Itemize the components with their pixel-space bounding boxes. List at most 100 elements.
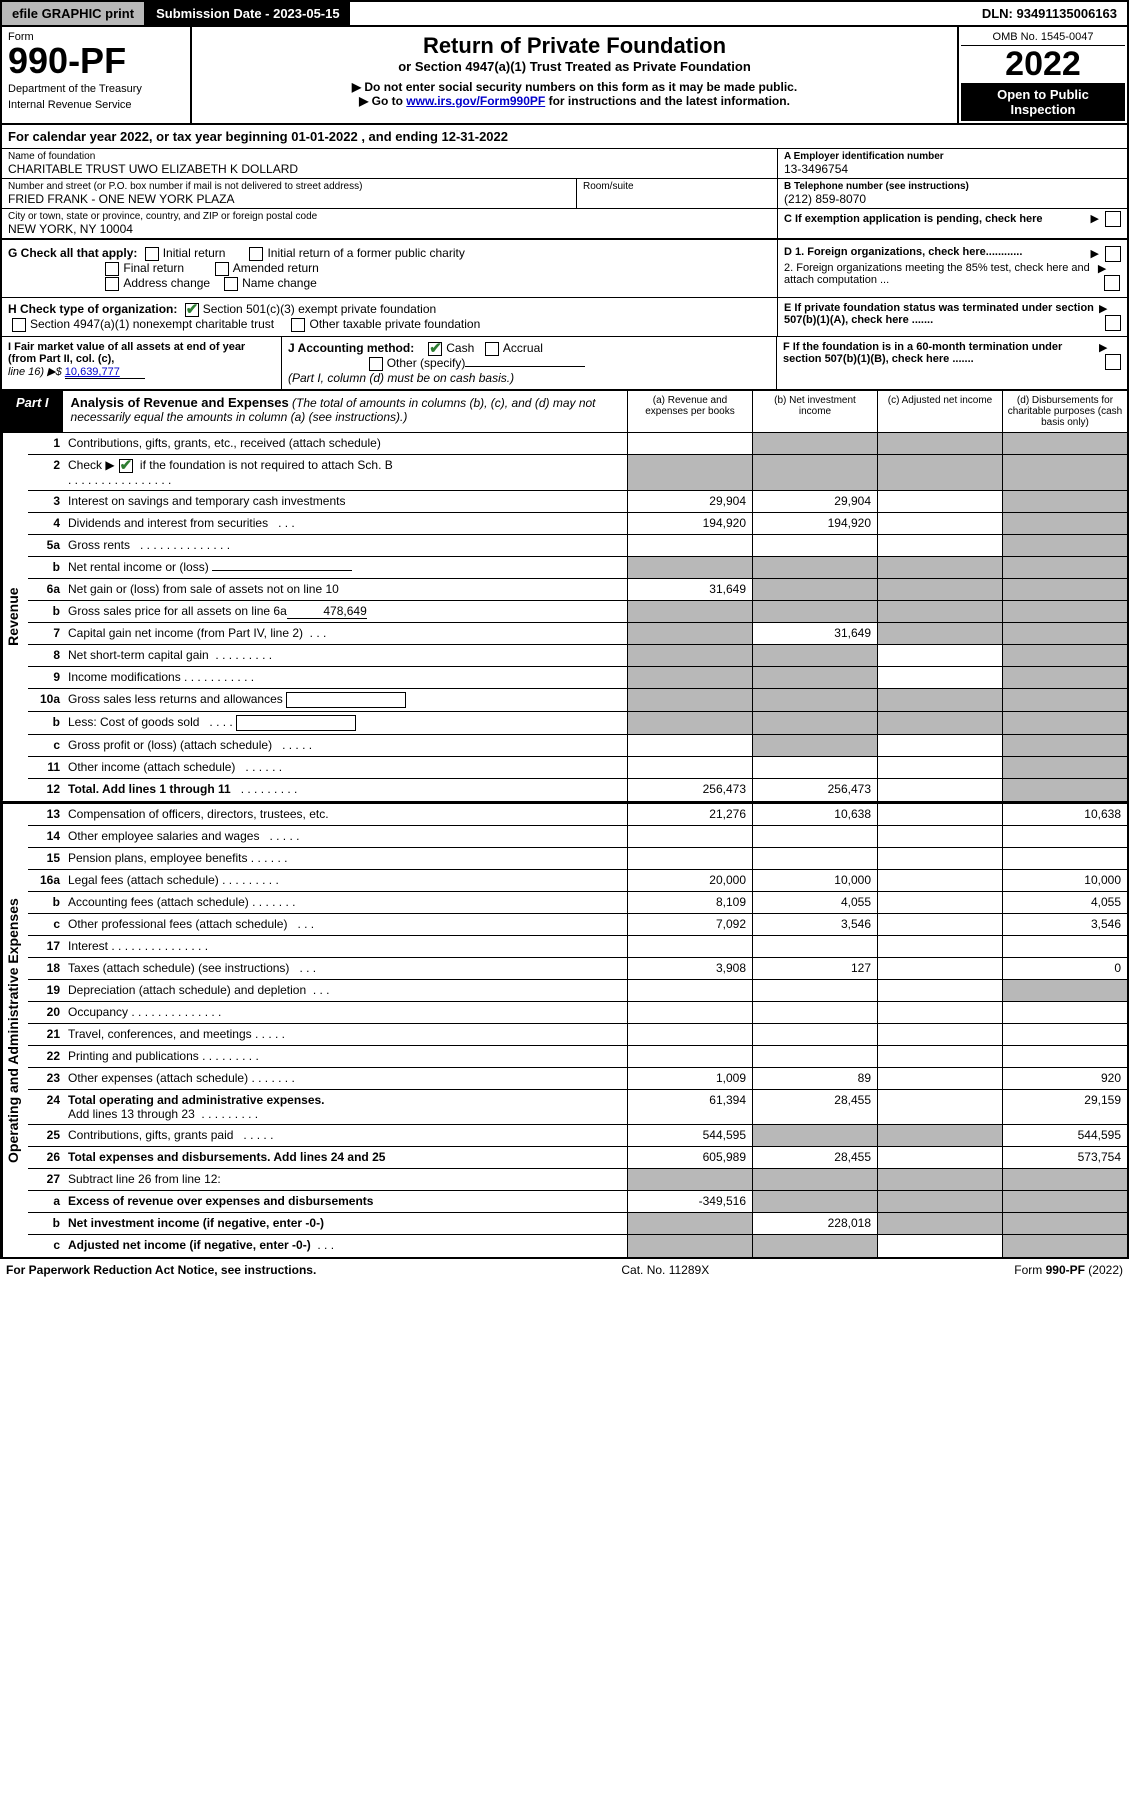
- name-change-checkbox[interactable]: [224, 277, 238, 291]
- paperwork-notice: For Paperwork Reduction Act Notice, see …: [6, 1263, 316, 1277]
- exemption-checkbox[interactable]: [1105, 211, 1121, 227]
- accrual-label: Accrual: [503, 341, 543, 355]
- row-7-desc: Capital gain net income (from Part IV, l…: [64, 623, 627, 644]
- part1-tab: Part I: [2, 391, 63, 432]
- r4-a: 194,920: [627, 513, 752, 534]
- schb-checkbox[interactable]: [119, 459, 133, 473]
- row-5b-desc: Net rental income or (loss): [64, 557, 627, 578]
- r13-d: 10,638: [1002, 804, 1127, 825]
- 501c3-checkbox[interactable]: [185, 303, 199, 317]
- row-26-desc: Total expenses and disbursements. Add li…: [64, 1147, 627, 1168]
- row-21-desc: Travel, conferences, and meetings . . . …: [64, 1024, 627, 1045]
- phone-value: (212) 859-8070: [784, 192, 1121, 206]
- fmv-link[interactable]: 10,639,777: [65, 366, 145, 379]
- row-10b-desc: Less: Cost of goods sold . . . .: [64, 712, 627, 734]
- col-d-header: (d) Disbursements for charitable purpose…: [1002, 391, 1127, 432]
- irs-label: Internal Revenue Service: [8, 99, 184, 111]
- open-public-badge: Open to Public Inspection: [961, 83, 1125, 121]
- r16c-b: 3,546: [752, 914, 877, 935]
- r26-d: 573,754: [1002, 1147, 1127, 1168]
- row-6a-desc: Net gain or (loss) from sale of assets n…: [64, 579, 627, 600]
- e-checkbox[interactable]: [1105, 315, 1121, 331]
- row-27c-desc: Adjusted net income (if negative, enter …: [64, 1235, 627, 1257]
- r27a-a: -349,516: [627, 1191, 752, 1212]
- omb-number: OMB No. 1545-0047: [961, 29, 1125, 46]
- r26-a: 605,989: [627, 1147, 752, 1168]
- r4-b: 194,920: [752, 513, 877, 534]
- row-3-desc: Interest on savings and temporary cash i…: [64, 491, 627, 512]
- e-label: E If private foundation status was termi…: [784, 302, 1094, 326]
- row-20-desc: Occupancy . . . . . . . . . . . . . .: [64, 1002, 627, 1023]
- revenue-side-label: Revenue: [2, 433, 28, 801]
- final-return-checkbox[interactable]: [105, 262, 119, 276]
- section-g: G Check all that apply: Initial return I…: [0, 240, 1129, 298]
- r6a-a: 31,649: [627, 579, 752, 600]
- r18-d: 0: [1002, 958, 1127, 979]
- r13-a: 21,276: [627, 804, 752, 825]
- 4947a1-checkbox[interactable]: [12, 318, 26, 332]
- r27b-b: 228,018: [752, 1213, 877, 1234]
- row-6b-desc: Gross sales price for all assets on line…: [64, 601, 627, 622]
- note-ssn: ▶ Do not enter social security numbers o…: [198, 80, 951, 94]
- row-18-desc: Taxes (attach schedule) (see instruction…: [64, 958, 627, 979]
- r16b-a: 8,109: [627, 892, 752, 913]
- other-taxable-checkbox[interactable]: [291, 318, 305, 332]
- former-charity-checkbox[interactable]: [249, 247, 263, 261]
- i-line-label: line 16) ▶$: [8, 366, 65, 378]
- d2-checkbox[interactable]: [1104, 275, 1120, 291]
- row-1-desc: Contributions, gifts, grants, etc., rece…: [64, 433, 627, 454]
- r16b-b: 4,055: [752, 892, 877, 913]
- r13-b: 10,638: [752, 804, 877, 825]
- amended-return-label: Amended return: [233, 261, 319, 275]
- calendar-year-line: For calendar year 2022, or tax year begi…: [0, 125, 1129, 149]
- part1-header: Part I Analysis of Revenue and Expenses …: [0, 391, 1129, 433]
- form-title: Return of Private Foundation: [198, 33, 951, 59]
- d1-checkbox[interactable]: [1105, 246, 1121, 262]
- row-19-desc: Depreciation (attach schedule) and deple…: [64, 980, 627, 1001]
- row-12-desc: Total. Add lines 1 through 11 . . . . . …: [64, 779, 627, 801]
- other-method-checkbox[interactable]: [369, 357, 383, 371]
- row-15-desc: Pension plans, employee benefits . . . .…: [64, 848, 627, 869]
- room-label: Room/suite: [583, 181, 771, 192]
- city-value: NEW YORK, NY 10004: [8, 222, 771, 236]
- f-checkbox[interactable]: [1105, 354, 1121, 370]
- j-note: (Part I, column (d) must be on cash basi…: [288, 371, 514, 385]
- row-9-desc: Income modifications . . . . . . . . . .…: [64, 667, 627, 688]
- efile-button[interactable]: efile GRAPHIC print: [2, 2, 146, 25]
- address-change-checkbox[interactable]: [105, 277, 119, 291]
- row-4-desc: Dividends and interest from securities .…: [64, 513, 627, 534]
- city-label: City or town, state or province, country…: [8, 211, 771, 222]
- row-8-desc: Net short-term capital gain . . . . . . …: [64, 645, 627, 666]
- form-number: 990-PF: [8, 43, 184, 79]
- accrual-checkbox[interactable]: [485, 342, 499, 356]
- form990pf-link[interactable]: www.irs.gov/Form990PF: [406, 94, 545, 108]
- addr-label: Number and street (or P.O. box number if…: [8, 181, 570, 192]
- former-charity-label: Initial return of a former public charit…: [267, 246, 464, 260]
- col-c-header: (c) Adjusted net income: [877, 391, 1002, 432]
- d2-label: 2. Foreign organizations meeting the 85%…: [784, 262, 1098, 291]
- part1-title: Analysis of Revenue and Expenses: [71, 395, 289, 410]
- address: FRIED FRANK - ONE NEW YORK PLAZA: [8, 192, 570, 206]
- footer: For Paperwork Reduction Act Notice, see …: [0, 1259, 1129, 1281]
- cash-checkbox[interactable]: [428, 342, 442, 356]
- revenue-section: Revenue 1Contributions, gifts, grants, e…: [0, 433, 1129, 803]
- section-ij: I Fair market value of all assets at end…: [0, 337, 1129, 391]
- r24-a: 61,394: [627, 1090, 752, 1124]
- j-label: J Accounting method:: [288, 341, 414, 355]
- i-label: I Fair market value of all assets at end…: [8, 341, 245, 365]
- row-10a-desc: Gross sales less returns and allowances: [64, 689, 627, 711]
- r24-b: 28,455: [752, 1090, 877, 1124]
- r3-b: 29,904: [752, 491, 877, 512]
- note-link: ▶ Go to www.irs.gov/Form990PF for instru…: [198, 94, 951, 108]
- r25-a: 544,595: [627, 1125, 752, 1146]
- row-14-desc: Other employee salaries and wages . . . …: [64, 826, 627, 847]
- row-27b-desc: Net investment income (if negative, ente…: [64, 1213, 627, 1234]
- r23-d: 920: [1002, 1068, 1127, 1089]
- r7-b: 31,649: [752, 623, 877, 644]
- form-ref: Form 990-PF (2022): [1014, 1263, 1123, 1277]
- initial-return-checkbox[interactable]: [145, 247, 159, 261]
- amended-return-checkbox[interactable]: [215, 262, 229, 276]
- row-24-desc: Total operating and administrative expen…: [64, 1090, 627, 1124]
- r24-d: 29,159: [1002, 1090, 1127, 1124]
- info-grid: Name of foundation CHARITABLE TRUST UWO …: [0, 149, 1129, 240]
